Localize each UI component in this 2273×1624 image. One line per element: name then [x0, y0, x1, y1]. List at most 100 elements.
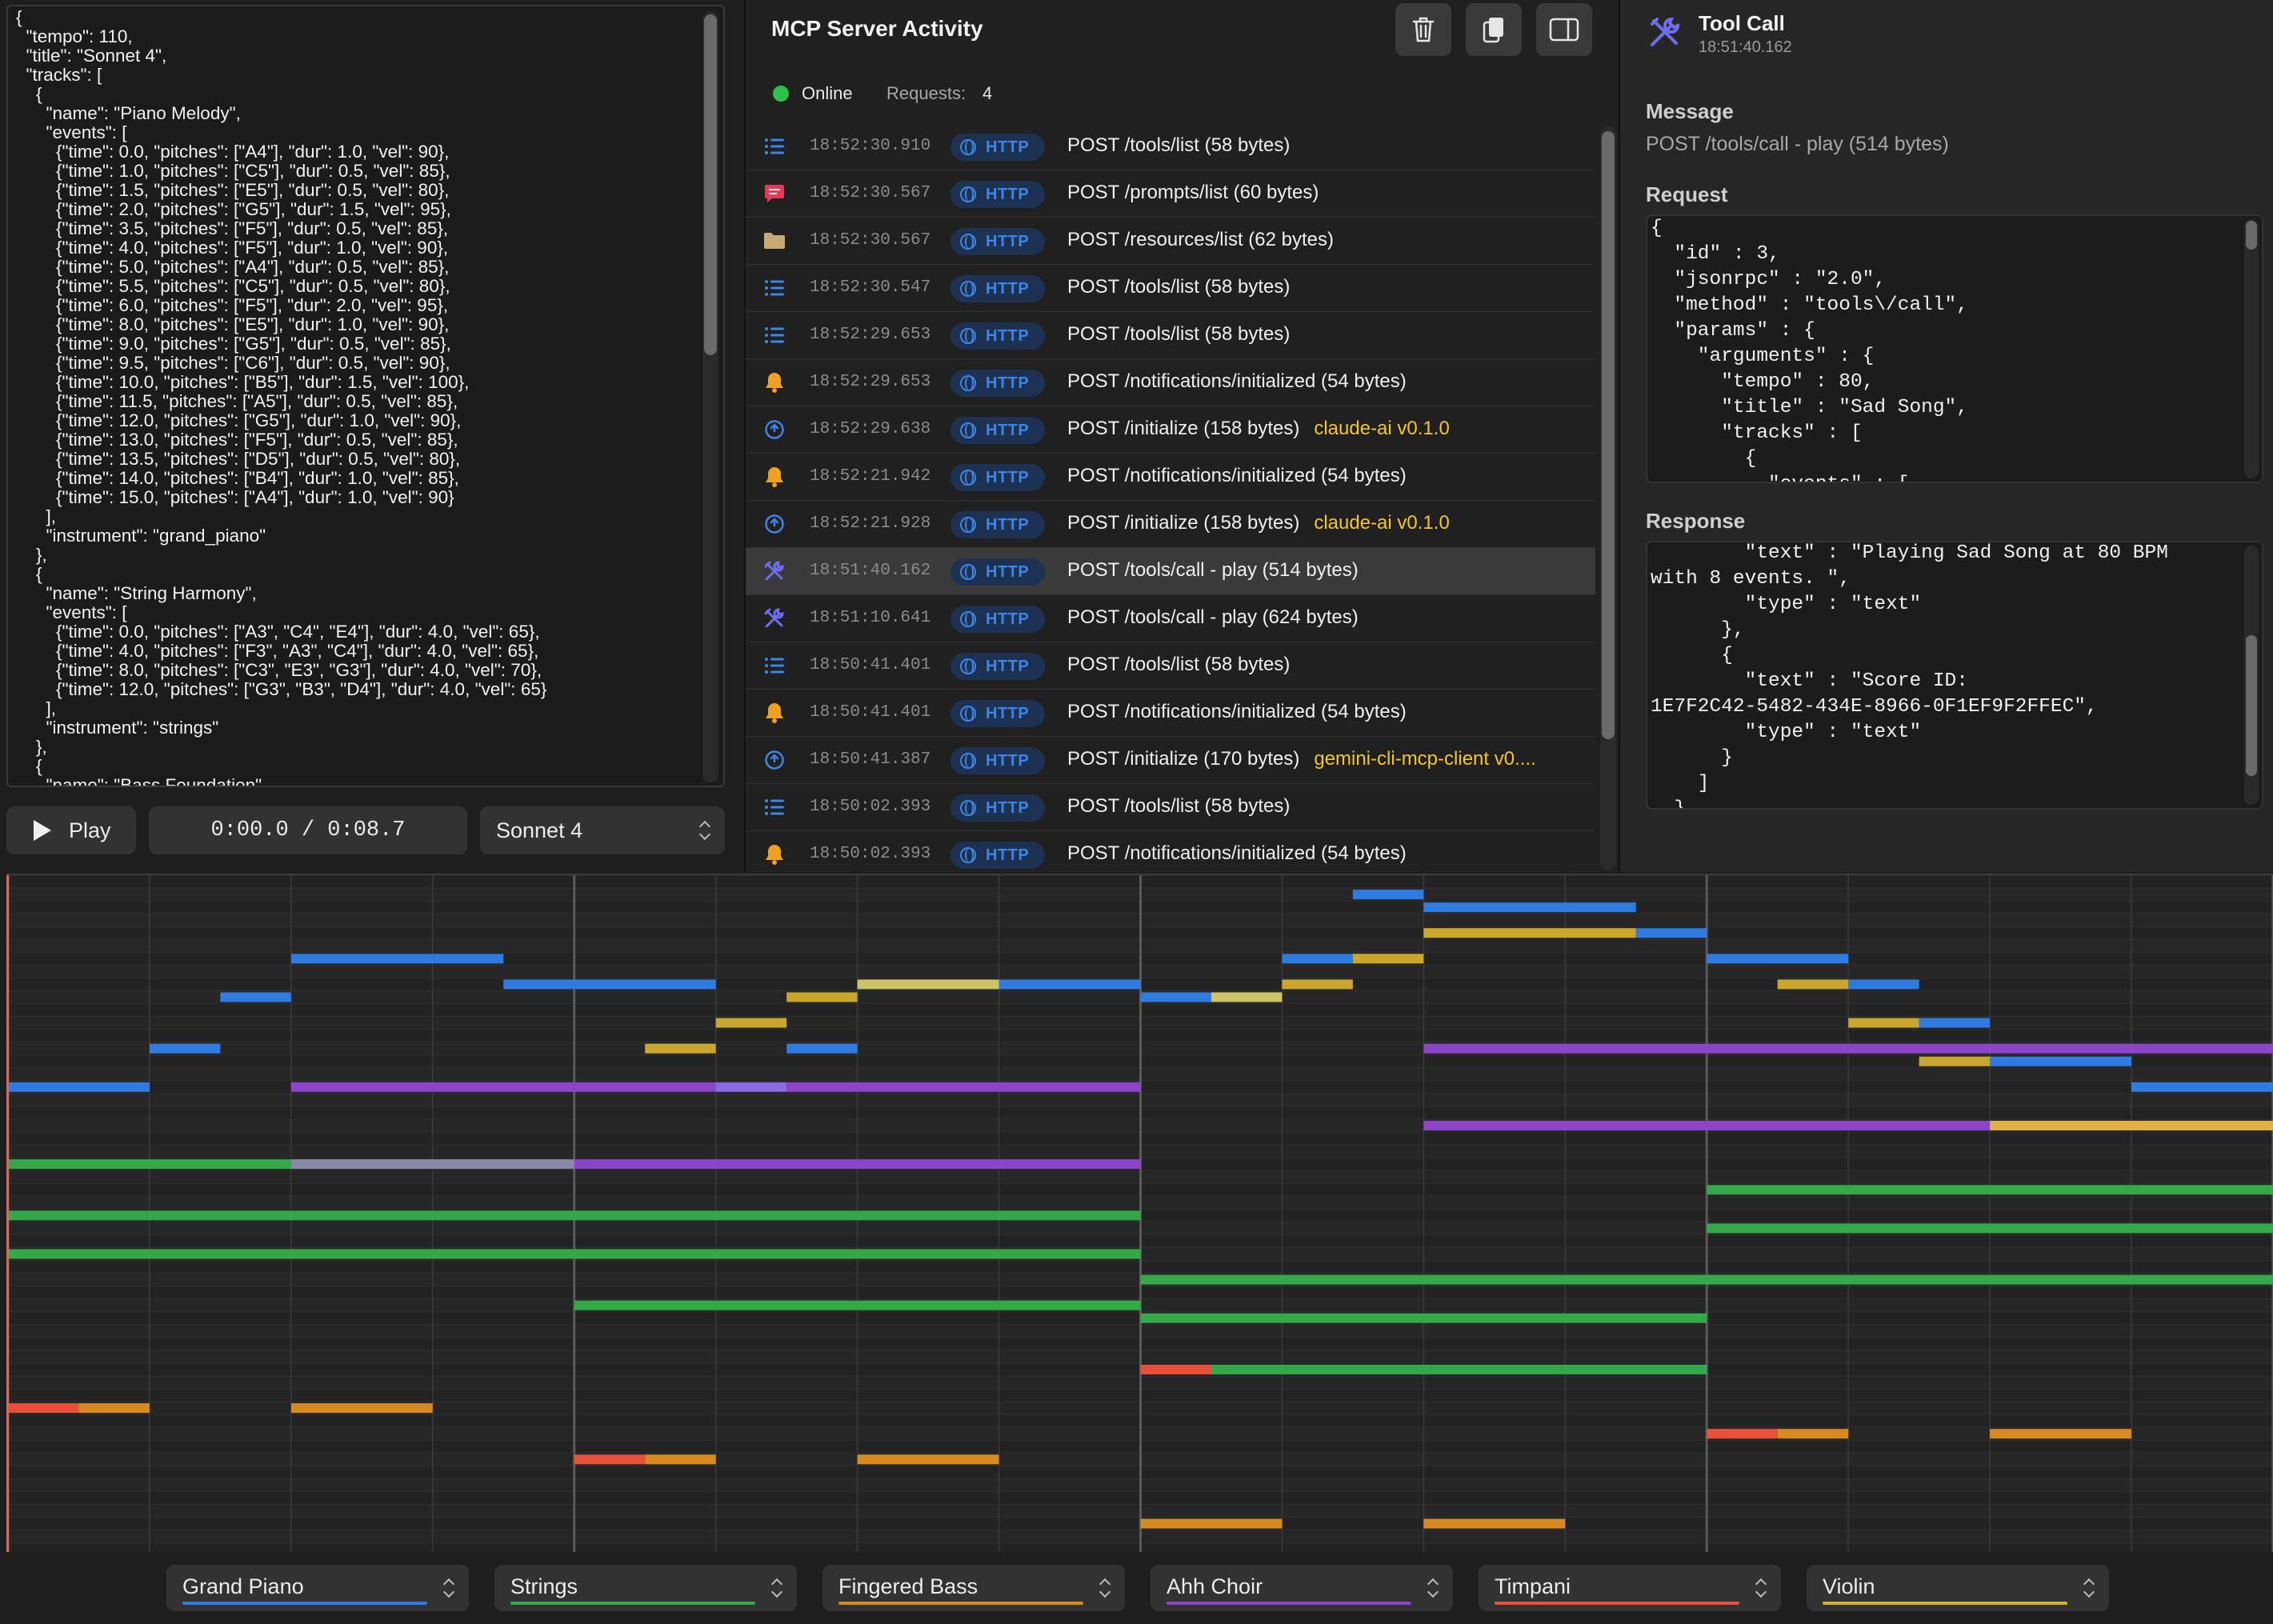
note[interactable]: [857, 1454, 999, 1465]
activity-row[interactable]: 18:52:21.928 HTTP POST /initialize (158 by…: [746, 501, 1595, 548]
note[interactable]: [715, 1082, 787, 1092]
note[interactable]: [857, 979, 999, 990]
note[interactable]: [1777, 979, 1849, 990]
piano-roll[interactable]: [6, 874, 2273, 1552]
activity-scrollbar[interactable]: [1600, 126, 1616, 870]
note[interactable]: [290, 1159, 574, 1170]
toggle-sidebar-button[interactable]: [1536, 3, 1592, 56]
activity-row[interactable]: 18:50:41.401 HTTP POST /notifications/init…: [746, 690, 1595, 737]
note[interactable]: [1707, 954, 1849, 964]
note[interactable]: [503, 979, 716, 990]
note[interactable]: [1352, 954, 1424, 964]
note[interactable]: [1707, 1429, 1778, 1439]
note[interactable]: [1282, 979, 1353, 990]
play-button[interactable]: Play: [6, 806, 136, 854]
note[interactable]: [1352, 890, 1424, 900]
activity-row[interactable]: 18:52:29.638 HTTP POST /initialize (158 by…: [746, 406, 1595, 454]
note[interactable]: [1707, 1185, 2273, 1195]
song-select[interactable]: Sonnet 4: [480, 806, 725, 854]
activity-row[interactable]: 18:52:30.910 HTTP POST /tools/list (58 byt…: [746, 123, 1595, 170]
note[interactable]: [1282, 954, 1353, 964]
note[interactable]: [645, 1043, 716, 1054]
activity-row[interactable]: 18:51:10.641 HTTP POST /tools/call - play …: [746, 595, 1595, 642]
note[interactable]: [1635, 928, 1707, 938]
response-json[interactable]: "text" : "Playing Sad Song at 80 BPM wit…: [1651, 542, 2168, 810]
note[interactable]: [1848, 1018, 1919, 1028]
note[interactable]: [574, 1159, 1141, 1170]
note[interactable]: [1140, 1274, 2273, 1285]
note[interactable]: [8, 1210, 1141, 1221]
note[interactable]: [786, 1082, 1141, 1092]
note[interactable]: [1990, 1429, 2132, 1439]
note[interactable]: [1140, 1364, 1211, 1374]
note[interactable]: [1140, 1518, 1283, 1529]
note[interactable]: [1423, 1043, 2273, 1054]
note[interactable]: [1777, 1429, 1849, 1439]
note[interactable]: [220, 992, 291, 1002]
note[interactable]: [1919, 1056, 1991, 1066]
note[interactable]: [1211, 992, 1283, 1002]
piano-roll-grid[interactable]: [6, 875, 2273, 1552]
note[interactable]: [1423, 902, 1636, 913]
instrument-select[interactable]: Fingered Bass: [822, 1565, 1125, 1611]
note[interactable]: [1919, 1018, 1991, 1028]
response-box[interactable]: "text" : "Playing Sad Song at 80 BPM wit…: [1646, 541, 2263, 810]
note[interactable]: [786, 1043, 858, 1054]
note[interactable]: [8, 1082, 150, 1092]
note[interactable]: [1990, 1056, 2132, 1066]
activity-row[interactable]: 18:51:40.162 HTTP POST /tools/call - play …: [746, 548, 1595, 595]
editor-scrollbar[interactable]: [702, 11, 718, 782]
activity-row[interactable]: 18:52:21.942 HTTP POST /notifications/init…: [746, 454, 1595, 501]
copy-button[interactable]: [1466, 3, 1522, 56]
note[interactable]: [1423, 1518, 1566, 1529]
clear-button[interactable]: [1395, 3, 1451, 56]
note[interactable]: [645, 1454, 716, 1465]
note[interactable]: [290, 1403, 433, 1414]
note[interactable]: [78, 1403, 150, 1414]
request-scrollbar-thumb[interactable]: [2246, 221, 2257, 250]
playhead[interactable]: [6, 875, 9, 1552]
activity-row[interactable]: 18:52:30.547 HTTP POST /tools/list (58 byt…: [746, 265, 1595, 312]
instrument-select[interactable]: Ahh Choir: [1151, 1565, 1453, 1611]
activity-row[interactable]: 18:50:02.393 HTTP POST /notifications/init…: [746, 831, 1595, 872]
activity-list[interactable]: 18:52:30.910 HTTP POST /tools/list (58 byt…: [746, 123, 1595, 872]
note[interactable]: [1990, 1120, 2273, 1130]
note[interactable]: [998, 979, 1141, 990]
note[interactable]: [1707, 1223, 2273, 1234]
note[interactable]: [1423, 1120, 1991, 1130]
note[interactable]: [8, 1403, 79, 1414]
instrument-select[interactable]: Violin: [1807, 1565, 2109, 1611]
note[interactable]: [1848, 979, 1919, 990]
note[interactable]: [8, 1159, 291, 1170]
response-scrollbar-thumb[interactable]: [2246, 635, 2257, 776]
note[interactable]: [574, 1300, 1141, 1310]
activity-row[interactable]: 18:50:02.393 HTTP POST /tools/list (58 byt…: [746, 784, 1595, 831]
response-scrollbar[interactable]: [2244, 546, 2259, 805]
note[interactable]: [1140, 992, 1211, 1002]
request-scrollbar[interactable]: [2244, 219, 2259, 478]
activity-row[interactable]: 18:52:30.567 HTTP POST /prompts/list (60 b…: [746, 170, 1595, 218]
note[interactable]: [149, 1043, 221, 1054]
request-json[interactable]: { "id" : 3, "jsonrpc" : "2.0", "method" …: [1651, 218, 1968, 482]
request-box[interactable]: { "id" : 3, "jsonrpc" : "2.0", "method" …: [1646, 214, 2263, 483]
activity-row[interactable]: 18:52:30.567 HTTP POST /resources/list (62…: [746, 218, 1595, 265]
note[interactable]: [290, 954, 504, 964]
activity-row[interactable]: 18:52:29.653 HTTP POST /notifications/init…: [746, 359, 1595, 406]
editor-text[interactable]: { "tempo": 110, "title": "Sonnet 4", "tr…: [16, 8, 547, 786]
note[interactable]: [8, 1249, 1141, 1259]
activity-row[interactable]: 18:50:41.387 HTTP POST /initialize (170 by…: [746, 737, 1595, 784]
instrument-select[interactable]: Strings: [494, 1565, 797, 1611]
note[interactable]: [786, 992, 858, 1002]
note[interactable]: [1423, 928, 1636, 938]
editor-scrollbar-thumb[interactable]: [704, 14, 717, 355]
note[interactable]: [574, 1454, 646, 1465]
instrument-select[interactable]: Grand Piano: [166, 1565, 469, 1611]
instrument-select[interactable]: Timpani: [1479, 1565, 1781, 1611]
activity-row[interactable]: 18:52:29.653 HTTP POST /tools/list (58 byt…: [746, 312, 1595, 359]
note[interactable]: [1140, 1313, 1707, 1323]
note[interactable]: [290, 1082, 716, 1092]
activity-scrollbar-thumb[interactable]: [1602, 131, 1615, 739]
json-editor[interactable]: { "tempo": 110, "title": "Sonnet 4", "tr…: [6, 5, 725, 787]
note[interactable]: [2131, 1082, 2273, 1092]
activity-row[interactable]: 18:50:41.401 HTTP POST /tools/list (58 byt…: [746, 642, 1595, 690]
